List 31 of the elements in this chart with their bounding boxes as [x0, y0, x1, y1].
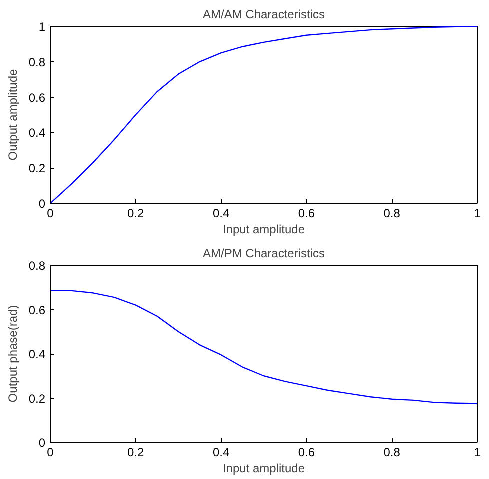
x-axis-title: Input amplitude — [222, 222, 306, 236]
x-tick-label: 0.8 — [384, 206, 401, 220]
y-tick-label: 0.8 — [28, 55, 46, 70]
x-tick-label: 0.4 — [212, 446, 230, 460]
y-tick-label: 1 — [38, 20, 46, 34]
x-tick-label: 0.6 — [298, 206, 316, 220]
y-tick-label: 0.6 — [28, 303, 46, 318]
x-tick-label: 0.4 — [212, 206, 230, 220]
y-tick-label: 0.2 — [28, 162, 46, 176]
y-tick-label: 0.8 — [28, 259, 46, 273]
line-series — [50, 26, 478, 204]
y-axis-title: Output phase(rad) — [6, 305, 20, 403]
y-tick-label: 0.2 — [28, 392, 46, 406]
line-series — [50, 290, 478, 404]
y-tick-label: 0.6 — [28, 90, 46, 105]
y-tick-label: 0 — [38, 197, 46, 211]
x-tick-label: 0.8 — [384, 446, 401, 460]
chart-title: AM/AM Characteristics — [202, 8, 326, 22]
x-tick-label: 1 — [474, 446, 482, 460]
x-tick-label: 0 — [47, 446, 54, 460]
y-tick-label: 0.4 — [28, 348, 46, 362]
y-axis-title: Output amplitude — [6, 68, 20, 161]
x-tick-label: 0.2 — [128, 446, 145, 460]
x-tick-label: 1 — [474, 206, 482, 220]
chart-title: AM/PM Characteristics — [202, 246, 326, 260]
x-tick-label: 0.6 — [298, 446, 316, 460]
y-tick-label: 0 — [38, 436, 46, 450]
x-tick-label: 0.2 — [128, 206, 145, 220]
x-tick-label: 0 — [47, 206, 54, 220]
x-axis-title: Input amplitude — [222, 462, 306, 476]
y-tick-label: 0.4 — [28, 126, 46, 140]
